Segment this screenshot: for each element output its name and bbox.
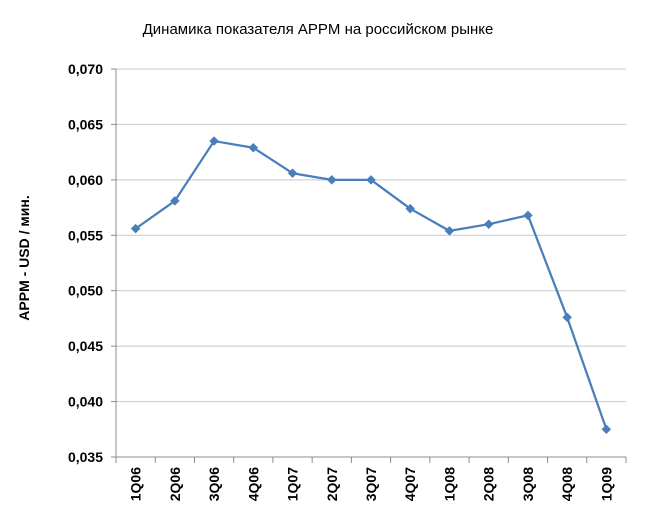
x-tick-label: 1Q07: [285, 467, 301, 501]
y-axis-label: APPM - USD / мин.: [16, 195, 32, 320]
x-tick-label: 4Q06: [245, 467, 261, 501]
data-point-marker: [444, 225, 455, 236]
x-tick-label: 4Q07: [402, 467, 418, 501]
x-tick-label: 1Q08: [441, 467, 457, 501]
y-tick-label: 0,040: [68, 394, 103, 410]
y-tick-label: 0,070: [68, 61, 103, 77]
data-point-marker: [287, 168, 298, 179]
x-tick-label: 3Q06: [206, 467, 222, 501]
x-tick-label: 3Q07: [363, 467, 379, 501]
axes: [111, 68, 627, 463]
data-point-marker: [562, 312, 573, 323]
y-tick-label: 0,055: [68, 227, 103, 243]
gridlines: [116, 68, 626, 458]
data-point-marker: [601, 424, 612, 435]
x-tick-label: 2Q06: [167, 467, 183, 501]
y-tick-label: 0,065: [68, 116, 103, 132]
y-tick-label: 0,035: [68, 449, 103, 465]
data-point-marker: [248, 142, 259, 153]
x-tick-label: 2Q07: [324, 467, 340, 501]
chart-title: Динамика показателя APPM на российском р…: [143, 21, 494, 38]
data-point-marker: [405, 203, 416, 214]
data-point-marker: [366, 175, 376, 185]
data-point-marker: [483, 219, 494, 230]
x-tick-label: 2Q08: [481, 467, 497, 501]
data-point-marker: [209, 136, 219, 146]
x-tick-label: 1Q06: [128, 467, 144, 501]
data-point-marker: [326, 175, 337, 185]
x-tick-labels: 1Q06 2Q06 3Q06 4Q06 1Q07 2Q07 3Q07 4Q07 1Q08 2Q08…: [128, 467, 615, 501]
data-point-marker: [130, 223, 141, 234]
y-tick-label: 0,050: [68, 283, 103, 299]
x-tick-label: 4Q08: [559, 467, 575, 501]
x-tick-label: 1Q09: [598, 467, 614, 501]
series-apmm: [130, 136, 612, 435]
x-tick-label: 3Q08: [520, 467, 536, 501]
y-tick-labels: 0,070 0,065 0,060 0,055 0,050 0,045 0,040 0,035: [68, 61, 103, 465]
data-point-marker: [523, 210, 533, 221]
y-tick-label: 0,045: [68, 338, 103, 354]
data-point-marker: [169, 196, 180, 206]
y-tick-label: 0,060: [68, 172, 103, 188]
